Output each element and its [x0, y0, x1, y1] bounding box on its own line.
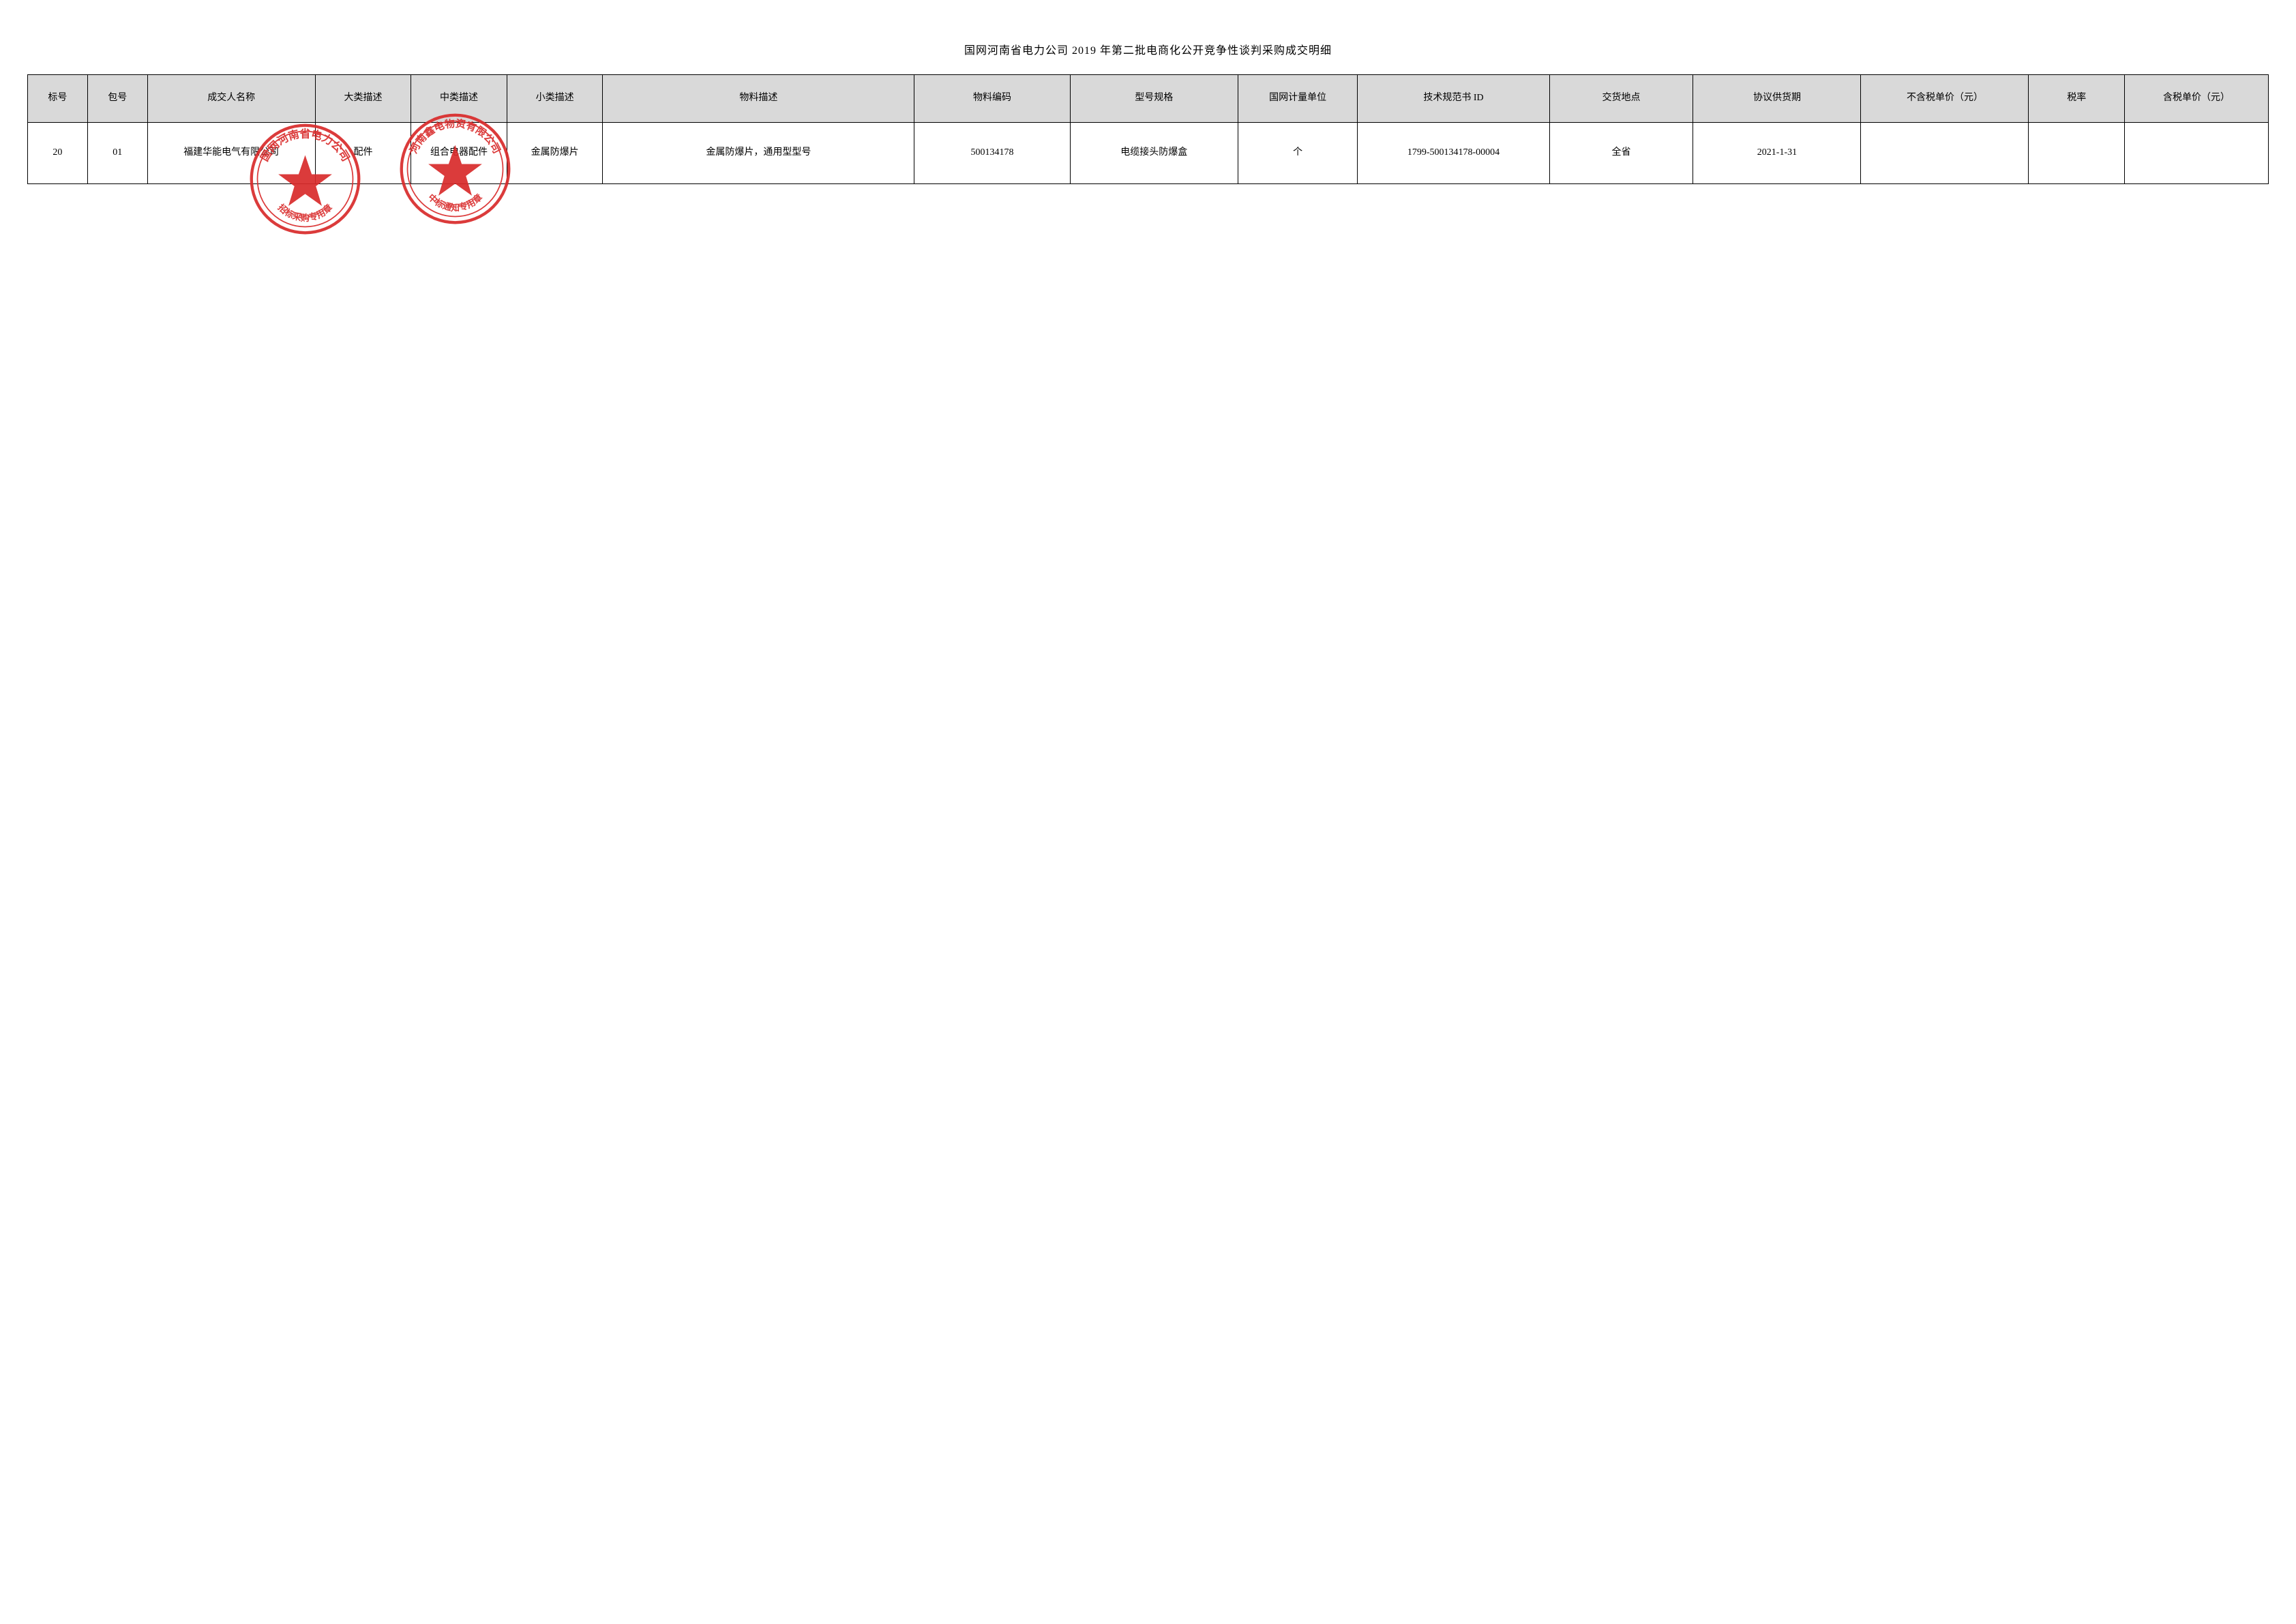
cell-mat-desc: 金属防爆片，通用型型号: [603, 123, 914, 184]
stamp-left-inner-text: 招标采购专用章: [276, 202, 334, 223]
th-price-incl: 含税单价（元）: [2125, 75, 2269, 123]
cell-cat-l: 配件: [315, 123, 411, 184]
th-tax-rate: 税率: [2029, 75, 2125, 123]
th-bid-no: 标号: [28, 75, 88, 123]
th-price-excl: 不含税单价（元）: [1861, 75, 2029, 123]
cell-winner: 福建华能电气有限公司: [147, 123, 315, 184]
stamp-right-inner-text: 中标通知专用章: [426, 192, 484, 213]
cell-location: 全省: [1549, 123, 1693, 184]
th-tech-id: 技术规范书 ID: [1358, 75, 1549, 123]
cell-unit: 个: [1238, 123, 1358, 184]
th-supply-period: 协议供货期: [1693, 75, 1861, 123]
th-pkg-no: 包号: [87, 75, 147, 123]
svg-text:4101030209858: 4101030209858: [438, 198, 472, 209]
svg-text:4101030126864: 4101030126864: [288, 209, 322, 220]
th-cat-m: 中类描述: [411, 75, 507, 123]
th-unit: 国网计量单位: [1238, 75, 1358, 123]
th-mat-desc: 物料描述: [603, 75, 914, 123]
cell-pkg-no: 01: [87, 123, 147, 184]
th-location: 交货地点: [1549, 75, 1693, 123]
stamp-right-code-text: 4101030209858: [438, 198, 472, 209]
svg-text:招标采购专用章: 招标采购专用章: [276, 202, 334, 223]
cell-price-excl: [1861, 123, 2029, 184]
cell-supply-period: 2021-1-31: [1693, 123, 1861, 184]
svg-text:中标通知专用章: 中标通知专用章: [426, 192, 484, 213]
cell-mat-code: 500134178: [914, 123, 1070, 184]
th-cat-l: 大类描述: [315, 75, 411, 123]
page-title: 国网河南省电力公司 2019 年第二批电商化公开竞争性谈判采购成交明细: [27, 41, 2269, 57]
cell-tax-rate: [2029, 123, 2125, 184]
th-spec: 型号规格: [1070, 75, 1238, 123]
cell-cat-s: 金属防爆片: [507, 123, 603, 184]
cell-bid-no: 20: [28, 123, 88, 184]
table-row: 20 01 福建华能电气有限公司 配件 组合电器配件 金属防爆片 金属防爆片，通…: [28, 123, 2269, 184]
cell-tech-id: 1799-500134178-00004: [1358, 123, 1549, 184]
th-winner: 成交人名称: [147, 75, 315, 123]
table-header-row: 标号 包号 成交人名称 大类描述 中类描述 小类描述 物料描述 物料编码 型号规…: [28, 75, 2269, 123]
cell-price-incl: [2125, 123, 2269, 184]
th-cat-s: 小类描述: [507, 75, 603, 123]
stamp-left-code-text: 4101030126864: [288, 209, 322, 220]
cell-cat-m: 组合电器配件: [411, 123, 507, 184]
th-mat-code: 物料编码: [914, 75, 1070, 123]
procurement-table: 标号 包号 成交人名称 大类描述 中类描述 小类描述 物料描述 物料编码 型号规…: [27, 74, 2269, 184]
cell-spec: 电缆接头防爆盒: [1070, 123, 1238, 184]
